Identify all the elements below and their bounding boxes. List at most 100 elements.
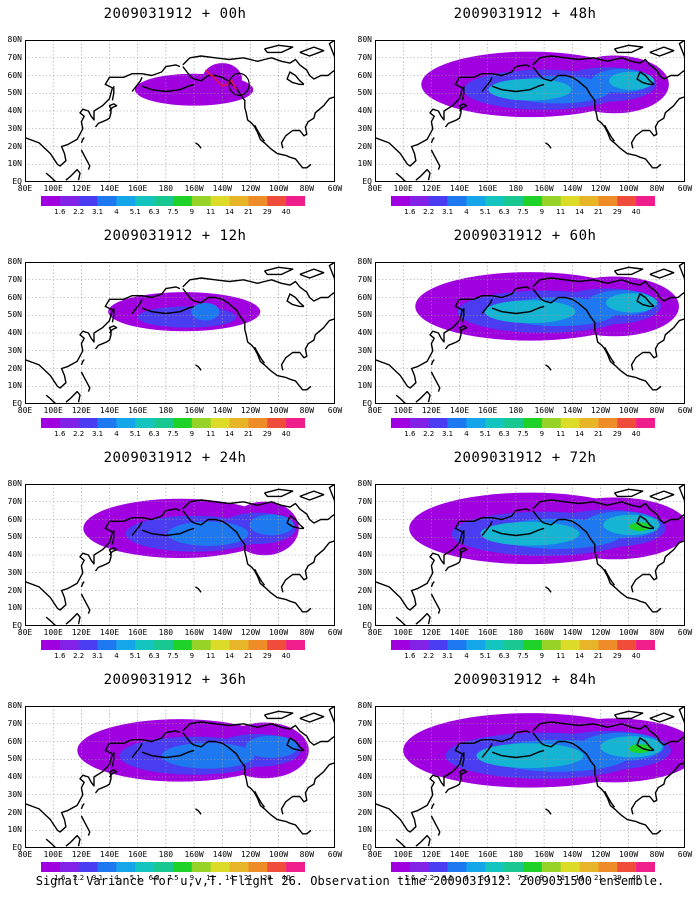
coastline — [182, 277, 335, 302]
coastline — [182, 288, 312, 391]
coastline — [545, 808, 552, 815]
color-scale-tick: 1.6 — [54, 874, 66, 882]
coastline — [80, 803, 85, 810]
latitude-label: 30N — [357, 567, 372, 577]
coastline — [254, 790, 266, 808]
coastline — [80, 593, 91, 614]
color-scale-swatch — [267, 862, 287, 872]
color-scale-tick: 1.6 — [54, 652, 66, 660]
coastline — [481, 77, 493, 92]
color-scale-swatch — [191, 640, 212, 650]
latitude-label: 50N — [357, 88, 372, 98]
variance-map — [375, 262, 685, 404]
color-scale-bar — [41, 418, 305, 428]
coastline — [111, 86, 115, 101]
coastline — [481, 743, 493, 758]
coastline — [65, 612, 81, 625]
color-scale-tick: 14 — [575, 208, 585, 216]
latitude-label: 70N — [7, 52, 22, 62]
color-scale-swatch — [560, 640, 580, 650]
color-scale-swatch — [598, 640, 618, 650]
longitude-label: 60W — [677, 184, 693, 193]
color-scale-swatch — [636, 862, 655, 872]
color-scale-tick: 21 — [593, 652, 603, 660]
coastline — [182, 510, 312, 613]
longitude-label: 60W — [327, 184, 343, 193]
latitude-label: 60N — [357, 514, 372, 524]
longitude-label: 160E — [128, 184, 148, 193]
longitude-label: 180 — [158, 850, 174, 859]
latitude-label: 60N — [7, 70, 22, 80]
color-scale-tick: 2.2 — [73, 874, 85, 882]
color-scale-swatch — [598, 196, 618, 206]
color-scale-tick: 9 — [189, 430, 195, 438]
coastline — [395, 616, 407, 626]
color-scale-tick: 6.3 — [148, 874, 160, 882]
panel-title: 2009031912 + 48h — [453, 6, 597, 22]
coastline — [45, 616, 57, 626]
latitude-label: 60N — [7, 292, 22, 302]
coastline — [299, 268, 325, 279]
color-scale-tick: 7.5 — [517, 430, 529, 438]
color-scale-swatch — [391, 196, 411, 206]
color-scale-tick: 3.1 — [441, 208, 454, 216]
color-scale-swatch — [173, 640, 193, 650]
map-panel: 2009031912 + 00h 80N 70N 60N 50N 40N 30N 20N 10N… — [5, 0, 345, 222]
longitude-label: 160E — [128, 628, 148, 637]
color-scale-swatch — [248, 640, 268, 650]
color-scale-swatch — [636, 640, 655, 650]
color-scale-swatch — [116, 418, 136, 428]
color-scale-swatch — [135, 640, 155, 650]
color-scale-swatch — [154, 862, 174, 872]
color-scale-swatch — [191, 196, 212, 206]
color-scale-swatch — [135, 196, 155, 206]
color-scale-tick: 11 — [206, 208, 216, 216]
coastline — [131, 77, 143, 92]
variance-map — [25, 262, 335, 404]
coastline — [328, 262, 335, 281]
latitude-label: 30N — [7, 345, 22, 355]
coastline — [395, 838, 407, 848]
variance-map — [375, 706, 685, 848]
color-scale-swatch — [59, 418, 80, 428]
color-scale-swatch — [598, 862, 618, 872]
longitude-label: 160W — [184, 850, 204, 859]
color-scale-swatch — [523, 196, 543, 206]
coastline — [613, 710, 644, 720]
longitude-label: 80E — [17, 628, 33, 637]
latitude-label: 10N — [7, 603, 22, 613]
longitude-label: 140W — [562, 628, 582, 637]
longitude-label: 120E — [71, 850, 91, 859]
coastline — [254, 568, 266, 586]
coastline — [678, 706, 685, 725]
longitude-label: 140W — [562, 850, 582, 859]
longitude-label: 140W — [212, 406, 232, 415]
longitude-label: 140E — [449, 184, 470, 193]
color-scale-tick: 29 — [612, 208, 622, 216]
latitude-label: EQ — [12, 177, 22, 186]
map-panel: 2009031912 + 60h 80N 70N 60N 50N 40N 30N 20N 10N… — [355, 222, 695, 444]
color-scale-tick: 29 — [612, 430, 622, 438]
color-scale-tick: 21 — [243, 208, 253, 216]
longitude-label: 100E — [43, 850, 63, 859]
color-scale-tick: 40 — [281, 430, 291, 438]
latitude-label: 10N — [357, 381, 372, 391]
color-scale-bar — [391, 196, 655, 206]
color-scale-swatch — [447, 418, 467, 428]
color-scale-swatch — [191, 418, 212, 428]
coastline — [613, 488, 644, 498]
color-scale-bar — [391, 862, 655, 872]
coastline — [263, 488, 294, 498]
color-scale-tick: 9 — [189, 874, 195, 882]
longitude-label: 160W — [534, 184, 554, 193]
longitude-label: 80E — [367, 406, 383, 415]
coastline — [286, 515, 305, 530]
coastline — [182, 55, 335, 80]
coastline — [328, 706, 335, 725]
coastline — [375, 286, 531, 389]
panel-title: 2009031912 + 36h — [103, 672, 247, 688]
coastline — [461, 752, 465, 767]
color-scale-swatch — [116, 640, 136, 650]
coastline — [415, 834, 431, 847]
longitude-label: 120W — [240, 850, 261, 859]
